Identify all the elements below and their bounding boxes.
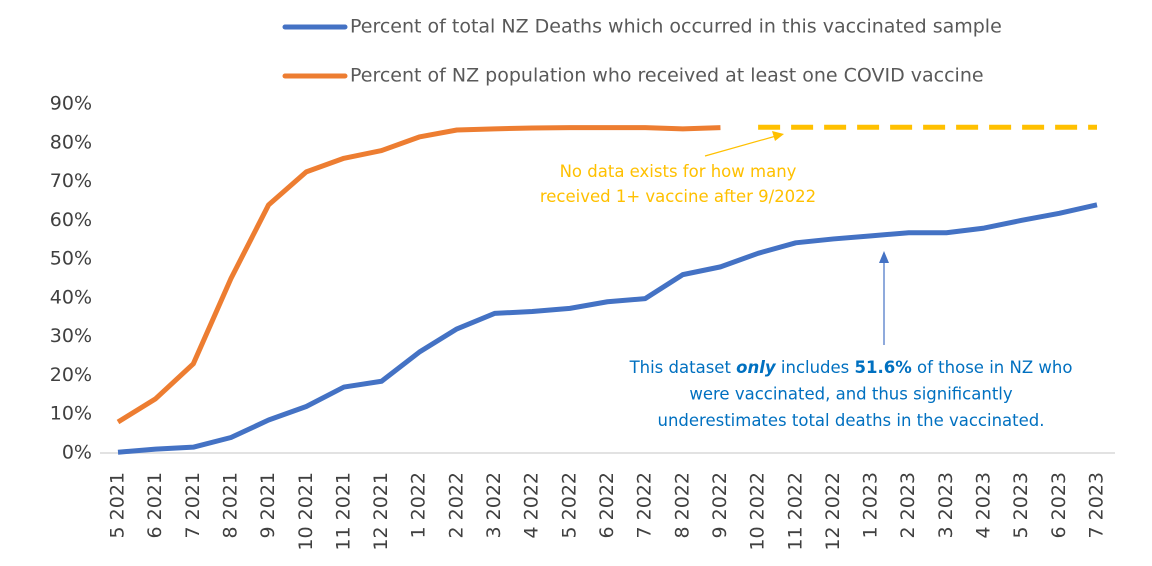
x-tick-label: 7 2023 <box>1086 472 1108 538</box>
x-tick-label: 2 2023 <box>897 472 919 538</box>
y-tick-label: 90% <box>50 93 92 115</box>
x-tick-label: 9 2021 <box>257 472 279 538</box>
arrow-head <box>879 251 889 263</box>
x-tick-label: 7 2022 <box>634 472 656 538</box>
annotation-text: No data exists for how many <box>560 162 797 181</box>
x-tick-label: 10 2022 <box>747 472 769 551</box>
x-tick-label: 12 2022 <box>822 472 844 551</box>
y-tick-label: 70% <box>50 170 92 192</box>
x-tick-label: 5 2023 <box>1010 472 1032 538</box>
x-tick-label: 5 2022 <box>558 472 580 538</box>
x-tick-label: 12 2021 <box>370 472 392 551</box>
annotation-part: were vaccinated, and thus significantly <box>689 384 1013 403</box>
x-tick-label: 8 2022 <box>671 472 693 538</box>
y-tick-label: 60% <box>50 209 92 231</box>
x-tick-label: 10 2021 <box>295 472 317 551</box>
x-tick-label: 6 2023 <box>1048 472 1070 538</box>
annotation-part: only <box>736 358 777 377</box>
annotation-part: No data exists for how many <box>560 162 797 181</box>
y-tick-label: 40% <box>50 286 92 308</box>
annotation-part: includes <box>776 358 855 377</box>
annotation-text: were vaccinated, and thus significantly <box>689 384 1013 403</box>
x-tick-label: 4 2023 <box>973 472 995 538</box>
y-tick-label: 80% <box>50 131 92 153</box>
annotation-text: This dataset only includes 51.6% of thos… <box>629 358 1073 377</box>
x-tick-label: 6 2021 <box>144 472 166 538</box>
series-line <box>116 125 721 425</box>
x-tick-label: 9 2022 <box>709 472 731 538</box>
x-tick-label: 1 2023 <box>860 472 882 538</box>
x-tick-label: 3 2023 <box>935 472 957 538</box>
annotation-part: received 1+ vaccine after 9/2022 <box>540 187 816 206</box>
x-tick-label: 11 2021 <box>332 472 354 551</box>
x-tick-label: 2 2022 <box>445 472 467 538</box>
legend-label: Percent of NZ population who received at… <box>350 65 984 87</box>
y-tick-label: 10% <box>50 403 92 425</box>
x-tick-label: 11 2022 <box>784 472 806 551</box>
y-tick-label: 30% <box>50 325 92 347</box>
arrow-head <box>772 131 784 141</box>
annotation-arrow <box>704 135 777 157</box>
annotation-part: 51.6% <box>855 358 913 377</box>
y-tick-label: 0% <box>62 442 92 464</box>
annotation-part: underestimates total deaths in the vacci… <box>657 411 1044 430</box>
annotation-part: This dataset <box>629 358 737 377</box>
y-tick-label: 20% <box>50 364 92 386</box>
x-tick-label: 4 2022 <box>521 472 543 538</box>
x-tick-label: 3 2022 <box>483 472 505 538</box>
x-tick-label: 8 2021 <box>219 472 241 538</box>
x-tick-label: 5 2021 <box>107 472 129 538</box>
annotation-text: received 1+ vaccine after 9/2022 <box>540 187 816 206</box>
y-tick-label: 50% <box>50 248 92 270</box>
x-tick-label: 6 2022 <box>596 472 618 538</box>
legend-label: Percent of total NZ Deaths which occurre… <box>350 16 1002 38</box>
x-tick-label: 1 2022 <box>408 472 430 538</box>
x-tick-label: 7 2021 <box>182 472 204 538</box>
annotation-part: of those in NZ who <box>912 358 1073 377</box>
series-line <box>117 202 1098 455</box>
annotation-text: underestimates total deaths in the vacci… <box>657 411 1044 430</box>
